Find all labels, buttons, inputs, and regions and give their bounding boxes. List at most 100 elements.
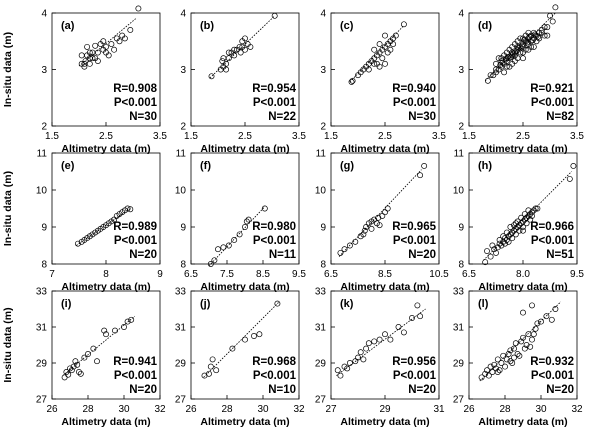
data-point: [74, 361, 81, 368]
data-point: [507, 358, 514, 365]
data-point: [382, 331, 388, 338]
data-point: [482, 370, 489, 377]
data-point: [547, 12, 553, 19]
data-point: [417, 172, 424, 179]
data-point: [108, 41, 115, 48]
y-tick-label: 9: [41, 223, 47, 234]
data-point: [498, 360, 505, 366]
data-point: [495, 55, 502, 62]
data-point: [503, 63, 510, 70]
y-tick-label: 10: [175, 186, 187, 197]
data-point: [531, 31, 538, 38]
x-tick-label: 26: [46, 404, 58, 415]
data-point: [570, 162, 577, 169]
x-axis-title: Altimetry data (m): [200, 416, 289, 428]
panel-label: (f): [200, 160, 211, 172]
x-tick-label: 26: [185, 404, 197, 415]
data-point: [532, 205, 539, 212]
y-tick-label: 4: [180, 9, 186, 20]
data-point: [271, 12, 278, 19]
data-point: [243, 218, 250, 225]
data-point: [508, 54, 515, 61]
y-tick-label: 8: [320, 260, 326, 271]
y-tick-label: 10: [36, 186, 48, 197]
stat-label: N=22: [268, 111, 296, 123]
trend-line: [484, 12, 556, 82]
data-point: [520, 55, 526, 62]
stat-label: P<0.001: [114, 97, 158, 109]
data-point: [485, 372, 492, 379]
x-tick-label: 30: [535, 404, 547, 415]
y-tick-label: 8: [180, 260, 186, 271]
data-point: [363, 345, 370, 352]
data-point: [121, 35, 128, 42]
data-point: [496, 236, 503, 243]
stat-label: R=0.954: [252, 83, 296, 95]
data-point: [503, 356, 510, 363]
data-point: [548, 316, 555, 323]
data-point: [220, 55, 227, 62]
data-point: [487, 363, 494, 370]
panel-label: (k): [340, 298, 354, 310]
x-tick-label: 3.5: [570, 131, 584, 142]
data-point: [549, 18, 556, 25]
data-point: [242, 224, 248, 230]
x-tick-label: 3.5: [153, 131, 167, 142]
y-tick-label: 29: [315, 359, 327, 370]
stat-label: N=30: [129, 111, 157, 123]
y-tick-label: 3: [458, 65, 464, 76]
panel-frame: [468, 290, 578, 400]
data-point: [512, 340, 519, 347]
data-point: [512, 231, 519, 238]
data-point: [72, 358, 79, 365]
data-point: [501, 69, 508, 76]
data-point: [77, 370, 84, 377]
data-point: [523, 342, 530, 348]
x-tick-label: 1.5: [184, 131, 198, 142]
data-point: [100, 46, 107, 53]
stat-label: R=0.940: [392, 83, 436, 95]
data-point: [223, 66, 230, 73]
stat-label: R=0.956: [392, 356, 436, 368]
data-point: [84, 43, 91, 50]
y-tick-label: 31: [175, 323, 187, 334]
data-point: [544, 32, 551, 39]
data-point: [527, 343, 534, 350]
data-point: [521, 345, 528, 352]
x-tick-label: 7: [49, 269, 55, 280]
y-tick-label: 31: [315, 323, 327, 334]
y-tick-label: 11: [37, 149, 48, 160]
data-point: [514, 218, 521, 225]
y-tick-label: 29: [453, 359, 465, 370]
x-tick-label: 6.5: [462, 269, 476, 280]
data-point: [507, 347, 514, 354]
trend-line: [208, 206, 266, 267]
data-point: [208, 73, 215, 80]
data-point: [384, 205, 391, 212]
x-axis-title: Altimetry data (m): [340, 143, 429, 155]
data-point: [484, 77, 491, 84]
data-point: [220, 244, 227, 251]
x-axis-title: Altimetry data (m): [340, 416, 429, 428]
y-axis-title: In-situ data (m): [2, 32, 14, 107]
x-tick-label: 31: [433, 404, 445, 415]
data-point: [521, 211, 528, 217]
panel-label: (e): [61, 160, 75, 172]
data-point: [516, 352, 523, 359]
x-tick-label: 2.5: [99, 131, 113, 142]
data-point: [509, 235, 516, 242]
data-point: [525, 207, 532, 214]
data-point: [376, 41, 383, 48]
data-point: [520, 43, 526, 50]
data-point: [371, 46, 378, 53]
x-tick-label: 8: [103, 269, 109, 280]
stat-label: P<0.001: [393, 370, 437, 382]
data-point: [395, 324, 402, 330]
data-point: [124, 318, 131, 325]
trend-line: [203, 301, 280, 378]
x-tick-label: 28: [82, 404, 94, 415]
data-point: [518, 214, 525, 221]
data-point: [344, 365, 351, 372]
data-point: [348, 78, 355, 85]
